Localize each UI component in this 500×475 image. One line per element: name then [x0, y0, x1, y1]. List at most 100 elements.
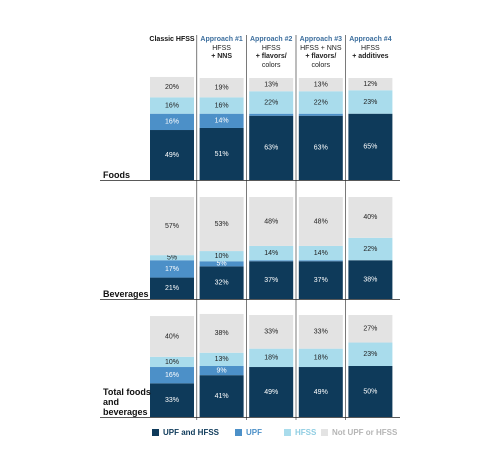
bar-segment: [249, 78, 294, 92]
bar-segment: [249, 115, 294, 180]
column-note: + additives: [352, 53, 389, 60]
bar-segment: [150, 197, 194, 256]
value-label: 65%: [363, 144, 377, 151]
bar-segment: [298, 197, 343, 246]
value-label: 14%: [314, 250, 328, 257]
value-label: 57%: [165, 223, 179, 230]
column-header: Approach #4 HFSS + additives: [346, 36, 394, 62]
value-label: 23%: [363, 351, 377, 358]
bar-segment: [298, 78, 343, 92]
value-label: 33%: [264, 329, 278, 336]
legend-swatch: [321, 429, 328, 436]
bar-segment: [348, 315, 393, 343]
column-header: Approach #3 HFSS + NNS + flavors/colors: [297, 36, 345, 70]
value-label: 37%: [314, 277, 328, 284]
bar-segment: [249, 245, 294, 261]
bar-segment: [199, 197, 244, 252]
column-note: HFSS + NNS: [300, 44, 342, 52]
value-label: 13%: [314, 81, 328, 88]
value-label: 63%: [264, 145, 278, 152]
bar-segment: [249, 315, 294, 349]
bar-segment: [150, 113, 194, 131]
bar-segment: [298, 348, 343, 368]
value-label: 37%: [264, 277, 278, 284]
value-label: 13%: [215, 356, 229, 363]
bar-segment: [199, 313, 244, 353]
value-label: 22%: [363, 246, 377, 253]
bar-segment: [298, 261, 343, 299]
bar-segment: [298, 260, 343, 262]
value-label: 14%: [215, 118, 229, 125]
bar-segment: [249, 261, 294, 299]
bar-segment: [199, 97, 244, 114]
value-label: 41%: [215, 393, 229, 400]
bar-segment: [348, 90, 393, 114]
value-label: 23%: [363, 99, 377, 106]
column-header: Approach #2 HFSS + flavors/colors: [247, 36, 295, 70]
value-label: 33%: [165, 397, 179, 404]
legend-item: UPF and HFSS: [152, 428, 219, 437]
bar-segment: [199, 375, 244, 417]
column-note: HFSS: [212, 44, 231, 52]
value-label: 38%: [363, 276, 377, 283]
value-label: 18%: [314, 355, 328, 362]
bar-segment: [199, 366, 244, 376]
legend-label: Not UPF or HFSS: [332, 428, 398, 437]
bar-segment: [249, 367, 294, 417]
value-label: 16%: [165, 119, 179, 126]
bar-segment: [199, 352, 244, 366]
value-label: 32%: [215, 280, 229, 287]
value-label: 22%: [264, 99, 278, 106]
value-label: 33%: [314, 329, 328, 336]
column-note: + flavors/: [255, 53, 287, 60]
row-label: Beverages: [103, 289, 149, 299]
bar-segment: [298, 315, 343, 349]
bar-segment: [348, 366, 393, 417]
bar-segment: [199, 78, 244, 98]
legend-swatch: [284, 429, 291, 436]
bar-segment: [348, 197, 393, 238]
bar-segment: [298, 113, 343, 116]
value-label: 16%: [215, 102, 229, 109]
legend-item: HFSS: [284, 428, 316, 437]
legend-item: UPF: [235, 428, 262, 437]
value-label: 49%: [165, 152, 179, 159]
legend-label: UPF: [246, 428, 262, 437]
bar-segment: [348, 78, 393, 91]
value-label: 13%: [264, 81, 278, 88]
bar-segment: [298, 91, 343, 114]
bar-segment: [199, 113, 244, 128]
bar-segment: [249, 91, 294, 114]
value-label: 14%: [264, 250, 278, 257]
value-label: 21%: [165, 285, 179, 292]
value-label: 48%: [314, 218, 328, 225]
bar-segment: [348, 237, 393, 261]
value-label: 16%: [165, 372, 179, 379]
bar-segment: [298, 115, 343, 180]
value-label: 50%: [363, 388, 377, 395]
value-label: 51%: [215, 151, 229, 158]
value-label: 19%: [215, 85, 229, 92]
column-title: Classic HFSS: [149, 36, 195, 43]
legend-swatch: [152, 429, 159, 436]
column-title: Approach #4: [349, 36, 392, 43]
column-title: Approach #2: [249, 36, 293, 43]
bar-segment: [150, 130, 194, 180]
column-title: Approach #3: [299, 36, 342, 43]
column-header: Classic HFSS: [148, 36, 196, 45]
value-label: 18%: [264, 355, 278, 362]
value-label: 5%: [167, 255, 177, 262]
legend-label: HFSS: [295, 428, 317, 437]
bar-segment: [249, 260, 294, 262]
bar-segment: [249, 113, 294, 116]
row-label: Foods: [103, 170, 130, 180]
value-label: 48%: [264, 218, 278, 225]
value-label: 10%: [165, 359, 179, 366]
value-label: 12%: [363, 81, 377, 88]
column-note: HFSS: [261, 44, 281, 52]
value-label: 49%: [264, 389, 278, 396]
bar-segment: [199, 261, 244, 267]
legend-label: UPF and HFSS: [163, 428, 220, 437]
